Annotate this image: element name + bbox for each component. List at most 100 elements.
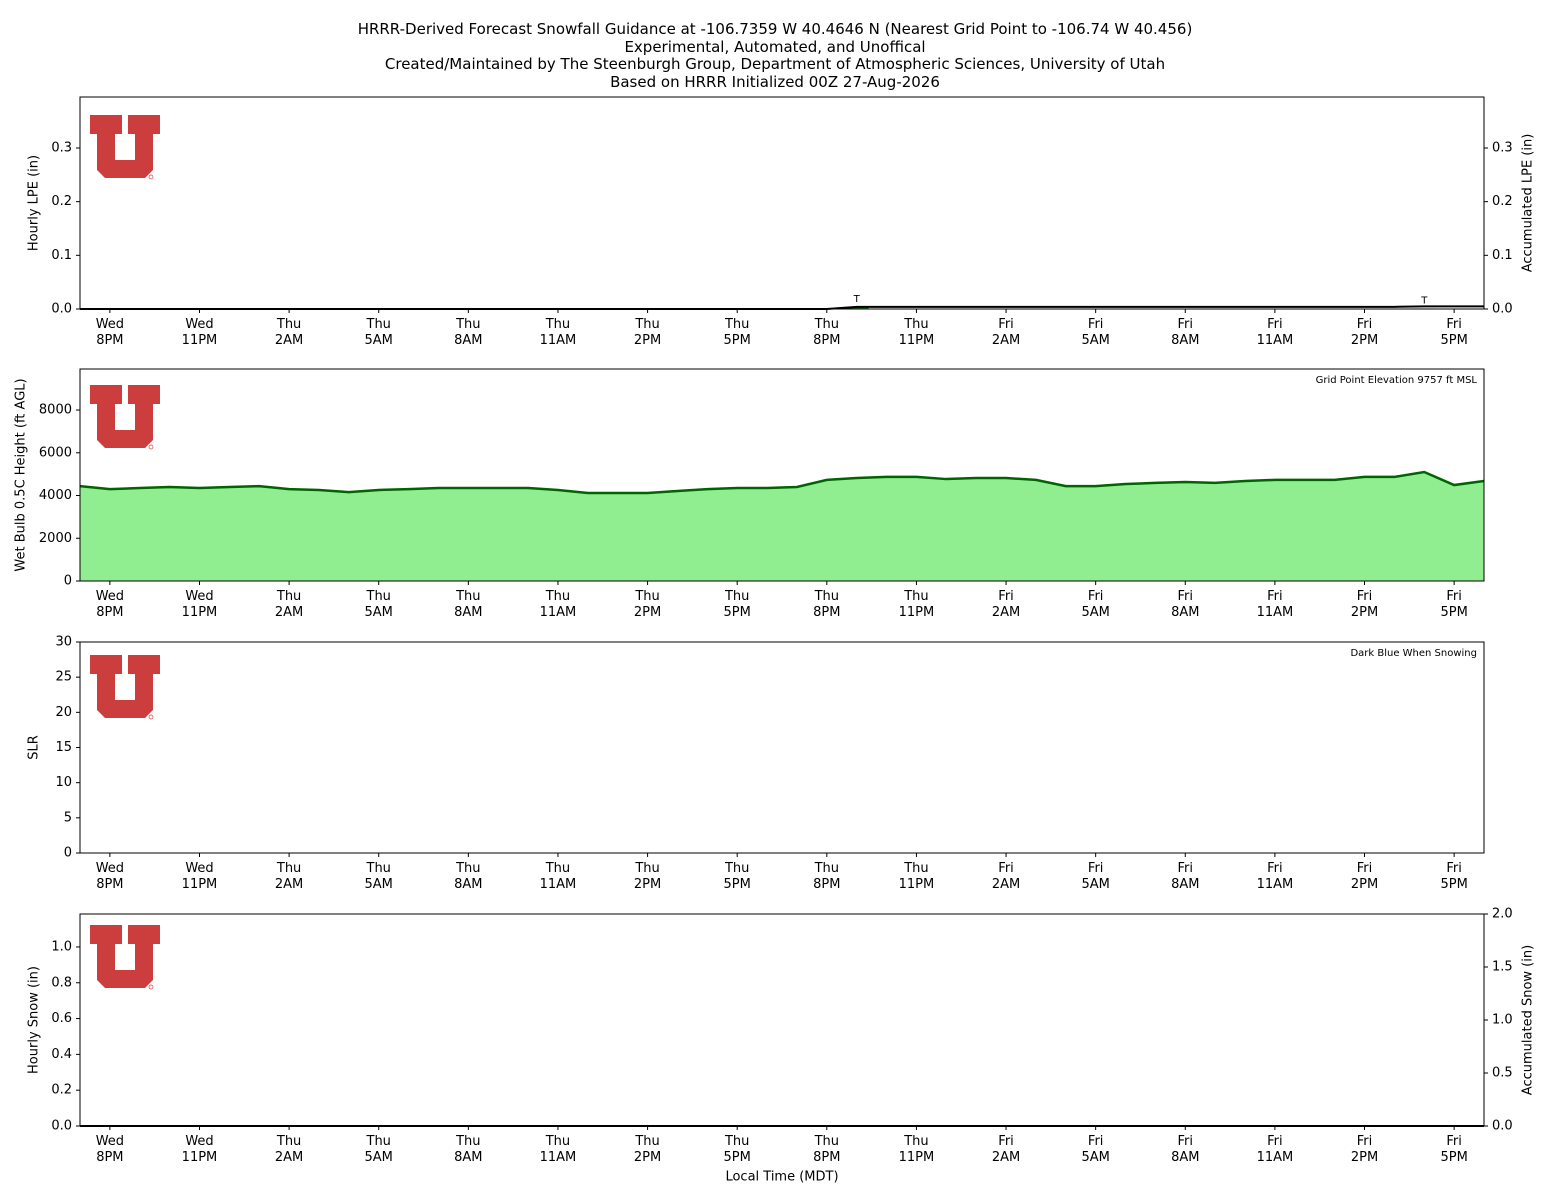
x-tick-label: Thu 2AM: [274, 1134, 304, 1165]
x-tick-label: Thu 8AM: [454, 317, 483, 348]
line: [79, 470, 1485, 495]
y-tick-label: 0: [64, 574, 72, 589]
x-tick-label: Wed 11PM: [181, 589, 218, 620]
x-tick-label: Thu 11PM: [898, 861, 935, 892]
x-tick-label: Wed 8PM: [95, 1134, 125, 1165]
plot-frame: [79, 913, 1485, 1127]
x-tick-label: Thu 2AM: [274, 861, 304, 892]
y-tick-label: 4000: [39, 488, 72, 503]
y-tick-label: 10: [55, 775, 72, 790]
x-tick-label: Fri 5PM: [1440, 1134, 1468, 1165]
x-tick-label: Fri 2PM: [1350, 1134, 1379, 1165]
x-tick-label: Thu 8AM: [454, 861, 483, 892]
logo: [90, 925, 160, 990]
x-tick-label: Thu 11AM: [539, 861, 577, 892]
logo: [90, 385, 160, 450]
y2-tick-label: 0.0: [1492, 302, 1513, 317]
x-tick-label: Fri 11AM: [1256, 589, 1294, 620]
x-tick-label: Thu 5AM: [364, 861, 393, 892]
x-tick-label: Thu 11PM: [898, 589, 935, 620]
y-tick-label: 0.6: [51, 1011, 72, 1026]
x-tick-label: Thu 2PM: [633, 861, 662, 892]
y-tick-label: 0.3: [51, 140, 72, 155]
x-tick-label: Fri 5PM: [1440, 589, 1468, 620]
x-tick-label: Thu 5PM: [723, 861, 751, 892]
y2-tick-label: 0.2: [1492, 194, 1513, 209]
y2-axis-label: Accumulated LPE (in): [1521, 134, 1536, 273]
y-tick-label: 0: [64, 846, 72, 861]
x-tick-label: Fri 2AM: [991, 589, 1021, 620]
x-tick-label: Thu 5PM: [723, 1134, 751, 1165]
y2-axis-label: Accumulated Snow (in): [1521, 945, 1536, 1095]
y-tick-label: 8000: [39, 403, 72, 418]
x-tick-label: Thu 2PM: [633, 317, 662, 348]
x-tick-label: Fri 11AM: [1256, 317, 1294, 348]
y2-tick-label: 0.3: [1492, 140, 1513, 155]
x-tick-label: Thu 11AM: [539, 589, 577, 620]
y2-tick-label: 2.0: [1492, 907, 1513, 922]
x-tick-label: Fri 8AM: [1171, 1134, 1200, 1165]
y2-tick-label: 1.0: [1492, 1013, 1513, 1028]
x-tick-label: Fri 8AM: [1171, 317, 1200, 348]
x-tick-label: Thu 2PM: [633, 589, 662, 620]
y-tick-label: 0.0: [51, 1119, 72, 1134]
y-tick-label: 0.4: [51, 1047, 72, 1062]
x-tick-label: Fri 5AM: [1081, 1134, 1110, 1165]
x-tick-label: Fri 5AM: [1081, 317, 1110, 348]
y-tick-label: 25: [55, 670, 72, 685]
x-tick-label: Thu 11AM: [539, 317, 577, 348]
y-tick-label: 6000: [39, 445, 72, 460]
bar: [844, 306, 869, 309]
y-axis-label: SLR: [27, 735, 42, 760]
x-tick-label: Thu 2AM: [274, 317, 304, 348]
y-tick-label: 5: [64, 810, 72, 825]
x-tick-label: Wed 8PM: [95, 861, 125, 892]
logo: [90, 655, 160, 720]
x-tick-label: Wed 8PM: [95, 589, 125, 620]
x-tick-label: Thu 8PM: [813, 1134, 841, 1165]
x-tick-label: Thu 8PM: [813, 589, 841, 620]
x-tick-label: Thu 2AM: [274, 589, 304, 620]
y2-tick-label: 1.5: [1492, 960, 1513, 975]
data-label: T: [1420, 295, 1428, 306]
x-tick-label: Wed 11PM: [181, 861, 218, 892]
y-tick-label: 0.1: [51, 248, 72, 263]
x-tick-label: Fri 2PM: [1350, 589, 1379, 620]
x-tick-label: Thu 8AM: [454, 589, 483, 620]
y-tick-label: 1.0: [51, 939, 72, 954]
annotation: Grid Point Elevation 9757 ft MSL: [1316, 375, 1478, 386]
x-tick-label: Fri 11AM: [1256, 861, 1294, 892]
x-tick-label: Thu 5AM: [364, 317, 393, 348]
logo: [90, 115, 160, 180]
x-tick-label: Thu 5AM: [364, 1134, 393, 1165]
data-label: T: [853, 294, 861, 305]
x-tick-label: Fri 5AM: [1081, 861, 1110, 892]
y2-tick-label: 0.5: [1492, 1066, 1513, 1081]
x-tick-label: Fri 8AM: [1171, 589, 1200, 620]
y2-tick-label: 0.1: [1492, 248, 1513, 263]
plot-frame: [79, 368, 1485, 582]
x-tick-label: Fri 2AM: [991, 861, 1021, 892]
x-tick-label: Fri 2AM: [991, 1134, 1021, 1165]
y-tick-label: 20: [55, 705, 72, 720]
x-tick-label: Thu 8AM: [454, 1134, 483, 1165]
x-tick-label: Thu 5PM: [723, 317, 751, 348]
x-tick-label: Wed 11PM: [181, 317, 218, 348]
y2-tick-label: 0.0: [1492, 1119, 1513, 1134]
x-tick-label: Fri 2PM: [1350, 861, 1379, 892]
x-tick-label: Thu 11PM: [898, 317, 935, 348]
x-tick-label: Thu 5AM: [364, 589, 393, 620]
y-tick-label: 15: [55, 740, 72, 755]
x-tick-label: Fri 5PM: [1440, 317, 1468, 348]
y-tick-label: 0.2: [51, 194, 72, 209]
x-axis-label: Local Time (MDT): [725, 1170, 838, 1185]
area: [80, 472, 1484, 581]
y-axis-label: Hourly LPE (in): [27, 155, 42, 251]
y-tick-label: 0.2: [51, 1083, 72, 1098]
y-tick-label: 30: [55, 635, 72, 650]
chart-title: HRRR-Derived Forecast Snowfall Guidance …: [357, 20, 1193, 91]
x-tick-label: Fri 2AM: [991, 317, 1021, 348]
x-tick-label: Thu 8PM: [813, 861, 841, 892]
